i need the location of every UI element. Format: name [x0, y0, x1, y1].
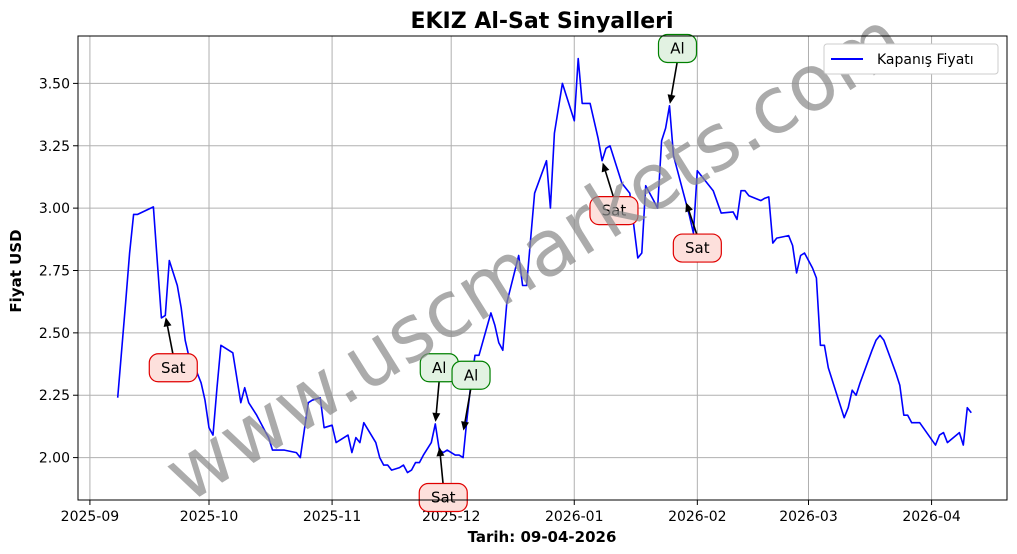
- signal-box: [418, 482, 468, 513]
- x-tick-label: 2026-01: [545, 509, 604, 525]
- signal-arrowhead: [432, 412, 441, 422]
- buy-signal-label: Al: [670, 39, 684, 57]
- x-tick-label: 2025-10: [180, 509, 239, 525]
- y-tick-label: 2.50: [39, 326, 70, 342]
- y-tick-label: 2.25: [39, 388, 70, 404]
- x-tick-label: 2026-04: [902, 509, 961, 525]
- sell-signal-label: Sat: [685, 239, 710, 257]
- x-tick-label: 2025-11: [303, 509, 362, 525]
- y-tick-label: 3.25: [39, 139, 70, 155]
- signal-arrowhead: [685, 202, 693, 213]
- buy-signal-label: Al: [464, 366, 478, 384]
- x-axis-label: Tarih: 09-04-2026: [468, 528, 617, 546]
- x-tick-label: 2025-09: [61, 509, 120, 525]
- signal-arrow: [439, 451, 444, 484]
- signal-arrowhead: [461, 421, 470, 431]
- signal-box: [148, 353, 198, 383]
- signal-arrowhead: [163, 317, 172, 327]
- signal-arrow: [165, 321, 174, 354]
- plot-frame: [77, 35, 1008, 501]
- y-tick-label: 2.00: [39, 451, 70, 467]
- signal-arrowhead: [667, 94, 676, 104]
- x-tick-label: 2025-12: [422, 509, 481, 525]
- signal-arrow: [603, 166, 615, 197]
- legend-box: [823, 43, 999, 75]
- y-tick-label: 3.50: [39, 76, 70, 92]
- watermark-text: www.uscmarkets.com: [150, 0, 919, 521]
- sell-signal-label: Sat: [431, 489, 456, 507]
- sell-signal-label: Sat: [161, 359, 186, 377]
- series-line: [116, 57, 972, 474]
- x-tick-label: 2026-03: [779, 509, 838, 525]
- watermark: www.uscmarkets.com: [150, 0, 919, 521]
- legend-label: Kapanış Fiyatı: [877, 52, 974, 68]
- signal-arrowhead: [601, 162, 610, 173]
- signal-arrow: [463, 389, 472, 427]
- signal-box: [672, 233, 722, 263]
- closing-price-line: [116, 57, 972, 474]
- sell-signal-label: Sat: [602, 202, 627, 220]
- signal-box: [657, 33, 698, 64]
- signal-arrow: [669, 62, 678, 101]
- y-tick-label: 2.75: [39, 263, 70, 279]
- signal-annotations: Sat Al Sat Al Sat Al Sat: [148, 33, 722, 513]
- signal-arrow: [435, 381, 440, 419]
- signal-arrowhead: [436, 447, 445, 457]
- buy-signal-label: Al: [432, 359, 446, 377]
- grid: [78, 36, 1007, 500]
- y-axis-label: Fiyat USD: [7, 229, 25, 312]
- chart-title: EKIZ Al-Sat Sinyalleri: [410, 9, 673, 34]
- signal-box: [451, 360, 491, 390]
- legend: Kapanış Fiyatı: [823, 43, 999, 75]
- y-tick-label: 3.00: [39, 201, 70, 217]
- x-tick-label: 2026-02: [668, 509, 727, 525]
- ticks: 2025-09 2025-10 2025-11 2025-12 2026-01 2026-…: [39, 76, 961, 525]
- signal-box: [589, 196, 639, 226]
